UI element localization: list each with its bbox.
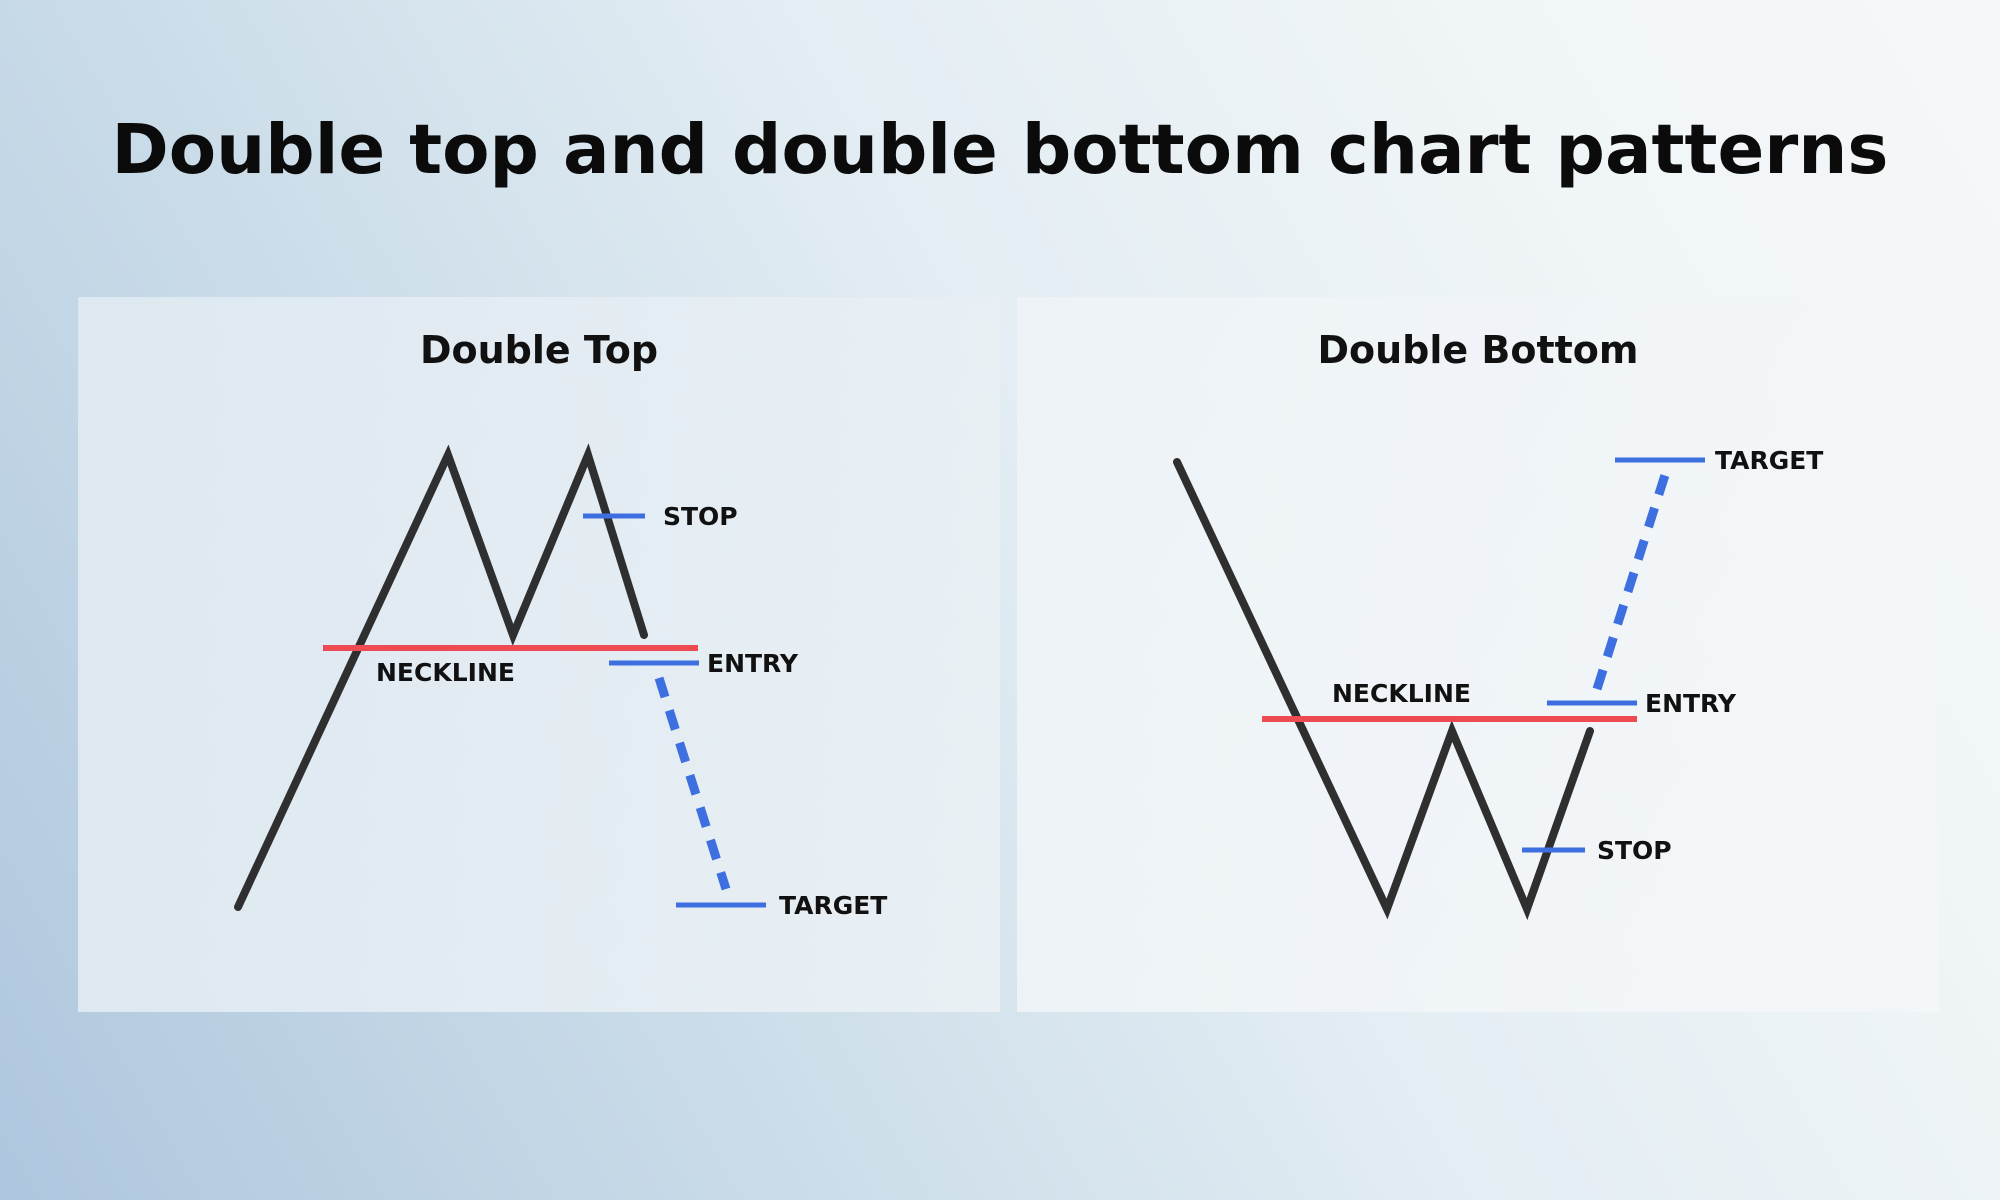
double-bottom-title: Double Bottom <box>1317 328 1639 372</box>
double-top-diagram: STOP NECKLINE ENTRY TARGET <box>234 443 887 920</box>
double-top-neckline-label: NECKLINE <box>376 658 515 687</box>
double-bottom-neckline-label: NECKLINE <box>1332 679 1471 708</box>
double-bottom-diagram: TARGET NECKLINE ENTRY STOP <box>1173 446 1823 921</box>
page-title: Double top and double bottom chart patte… <box>111 110 1889 190</box>
double-top-entry-label: ENTRY <box>707 649 799 678</box>
double-bottom-target-path <box>1592 473 1670 691</box>
double-top-target-label: TARGET <box>779 891 887 920</box>
double-top-panel: Double Top STOP NECKLINE ENTRY TARGET <box>78 297 1000 1012</box>
double-top-stop-label: STOP <box>663 502 738 531</box>
double-top-target-path <box>654 676 731 891</box>
double-bottom-panel: Double Bottom TARGET NECKLINE ENTRY STOP <box>1017 297 1939 1012</box>
double-bottom-stop-label: STOP <box>1597 836 1672 865</box>
double-bottom-target-label: TARGET <box>1715 446 1823 475</box>
double-bottom-entry-label: ENTRY <box>1645 689 1737 718</box>
double-top-title: Double Top <box>419 328 659 372</box>
